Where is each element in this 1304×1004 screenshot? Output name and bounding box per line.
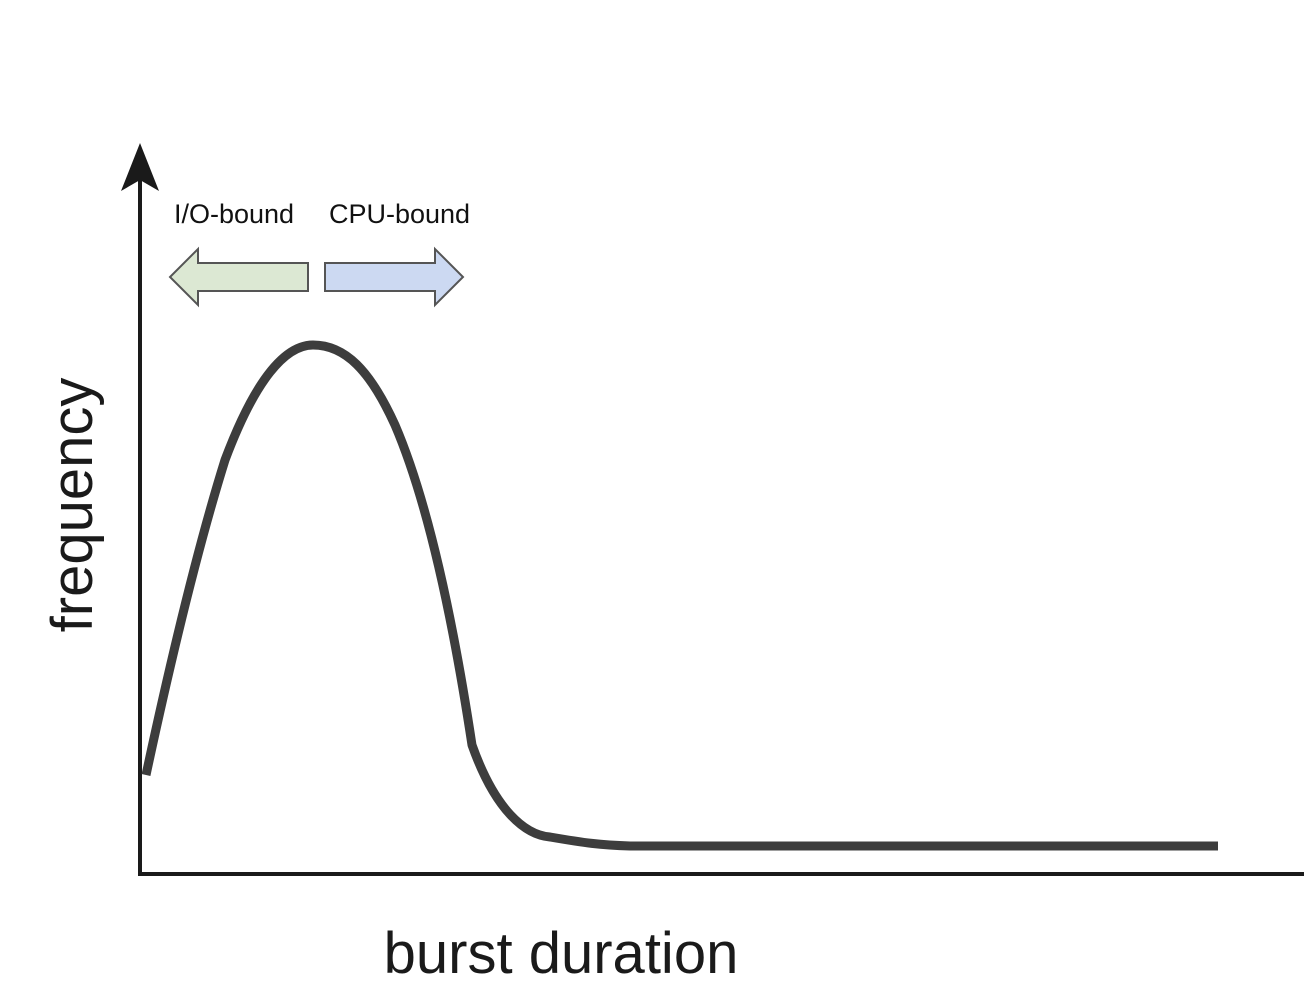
io-bound-arrow [168, 246, 309, 308]
cpu-bound-label: CPU-bound [329, 199, 470, 229]
y-axis-arrowhead [121, 143, 159, 191]
io-bound-label: I/O-bound [174, 199, 294, 229]
cpu-bound-arrow [324, 246, 465, 308]
frequency-curve [141, 340, 1218, 851]
y-axis-title: frequency [40, 378, 105, 633]
x-axis-title: burst duration [384, 921, 739, 986]
